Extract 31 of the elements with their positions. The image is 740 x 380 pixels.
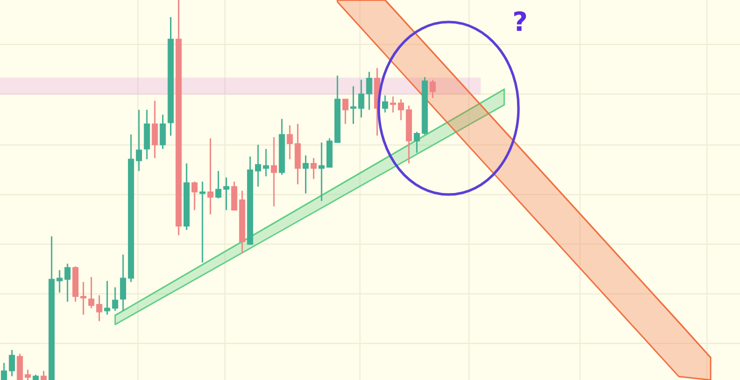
candlestick [223, 176, 230, 211]
candlestick [40, 370, 47, 380]
candlestick [160, 114, 166, 150]
annotation: ? [514, 11, 526, 31]
candlestick [191, 180, 198, 211]
candlestick [104, 280, 110, 316]
candlestick [136, 109, 142, 172]
candlestick [318, 142, 325, 202]
candlestick [112, 286, 118, 312]
candlestick [310, 157, 317, 180]
candlestick [56, 269, 63, 294]
candlestick [80, 281, 86, 316]
candlestick [270, 136, 277, 208]
candlestick [382, 94, 388, 114]
candlestick [342, 98, 348, 125]
candlestick [262, 148, 270, 178]
candlestick [8, 349, 15, 377]
candlestick [207, 138, 214, 216]
candlestick [430, 79, 436, 99]
candlestick [199, 180, 206, 264]
candlestick [302, 154, 309, 194]
candlestick [0, 362, 8, 380]
candlestick [24, 369, 31, 380]
candlestick [398, 98, 404, 121]
candlestick [64, 263, 71, 302]
candlestick [215, 170, 222, 200]
candlestick [255, 144, 262, 188]
candlestick [16, 353, 23, 380]
candlestick [120, 254, 126, 312]
candlestick [152, 100, 158, 159]
candlestick [390, 96, 396, 114]
